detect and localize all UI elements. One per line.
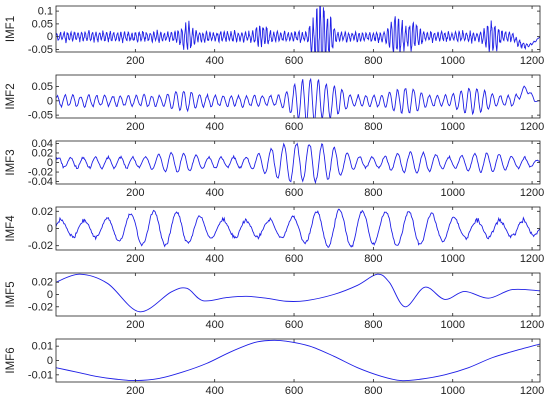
x-tick-label: 1000 [440,55,464,67]
x-tick-label: 1000 [440,121,464,133]
x-tick-label: 1000 [440,385,464,397]
imf-series-line [56,339,540,382]
x-tick-label: 200 [126,319,144,331]
y-tick-label: 0 [47,289,53,301]
y-tick-label: 0 [47,223,53,235]
imf-panel-2: 200 400 600 800 1000 1200 -0.05 0 0.05 IMF2 [5,74,544,133]
x-tick-label: 400 [206,319,224,331]
y-tick-label: 0.01 [32,341,53,353]
y-tick-label: 0.02 [32,206,53,218]
axes-frame [55,206,541,251]
y-tick-label: 0 [47,355,53,367]
y-axis-label: IMF5 [5,281,17,307]
axes-frame [55,74,541,119]
x-tick-label: 600 [285,121,303,133]
x-tick-label: 800 [364,55,382,67]
imf-panel-6: 200 400 600 800 1000 1200 -0.01 0 0.01 IMF6 [5,338,544,397]
y-axis-label: IMF2 [5,83,17,109]
axes-frame [55,272,541,317]
x-tick-label: 800 [364,385,382,397]
x-tick-label: 400 [206,253,224,265]
y-tick-label: 0 [47,95,53,107]
y-axis-label: IMF4 [5,215,17,242]
y-tick-label: 0.02 [32,277,53,289]
y-tick-label: -0.05 [28,110,53,122]
axes-frame [55,338,541,383]
x-tick-label: 200 [126,253,144,265]
x-tick-label: 800 [364,319,382,331]
y-axis-label: IMF6 [5,347,17,373]
y-axis-label: IMF3 [5,149,17,175]
x-tick-label: 400 [206,121,224,133]
x-tick-label: 1200 [520,187,544,199]
imf-series-line [56,6,540,52]
x-tick-label: 600 [285,187,303,199]
x-tick-label: 1000 [440,319,464,331]
x-tick-label: 1200 [520,121,544,133]
axes-frame [55,5,541,53]
x-tick-label: 1200 [520,55,544,67]
x-tick-label: 800 [364,121,382,133]
x-tick-label: 200 [126,385,144,397]
y-tick-label: -0.02 [28,240,53,252]
imf-series-line [56,142,540,184]
y-tick-label: -0.01 [28,369,53,381]
x-tick-label: 400 [206,55,224,67]
x-tick-label: 800 [364,187,382,199]
x-tick-label: 400 [206,187,224,199]
y-tick-label: -0.05 [28,44,53,56]
y-tick-label: -0.02 [28,167,53,179]
y-tick-label: 0 [47,31,53,43]
x-tick-label: 1200 [520,253,544,265]
x-tick-label: 600 [285,319,303,331]
x-tick-label: 400 [206,385,224,397]
x-tick-label: 600 [285,385,303,397]
x-tick-label: 1000 [440,187,464,199]
x-tick-label: 200 [126,55,144,67]
y-tick-label: -0.04 [28,176,53,188]
imf-series-line [56,208,540,249]
imf-series-line [56,77,540,118]
x-tick-label: 1200 [520,385,544,397]
x-tick-label: 600 [285,55,303,67]
y-tick-label: 0.05 [32,18,53,30]
y-tick-label: 0.02 [32,147,53,159]
y-axis-label: IMF1 [5,16,17,42]
x-tick-label: 600 [285,253,303,265]
x-tick-label: 800 [364,253,382,265]
x-tick-label: 200 [126,187,144,199]
x-tick-label: 200 [126,121,144,133]
y-tick-label: 0.05 [32,81,53,93]
x-tick-label: 1200 [520,319,544,331]
x-tick-label: 1000 [440,253,464,265]
y-tick-label: 0.1 [38,6,53,18]
y-tick-label: -0.02 [28,301,53,313]
imf-panel-4: 200 400 600 800 1000 1200 -0.02 0 0.02 IMF4 [5,206,544,265]
y-tick-label: 0 [47,157,53,169]
y-tick-label: 0.04 [32,138,53,150]
imf-series-line [56,273,540,313]
